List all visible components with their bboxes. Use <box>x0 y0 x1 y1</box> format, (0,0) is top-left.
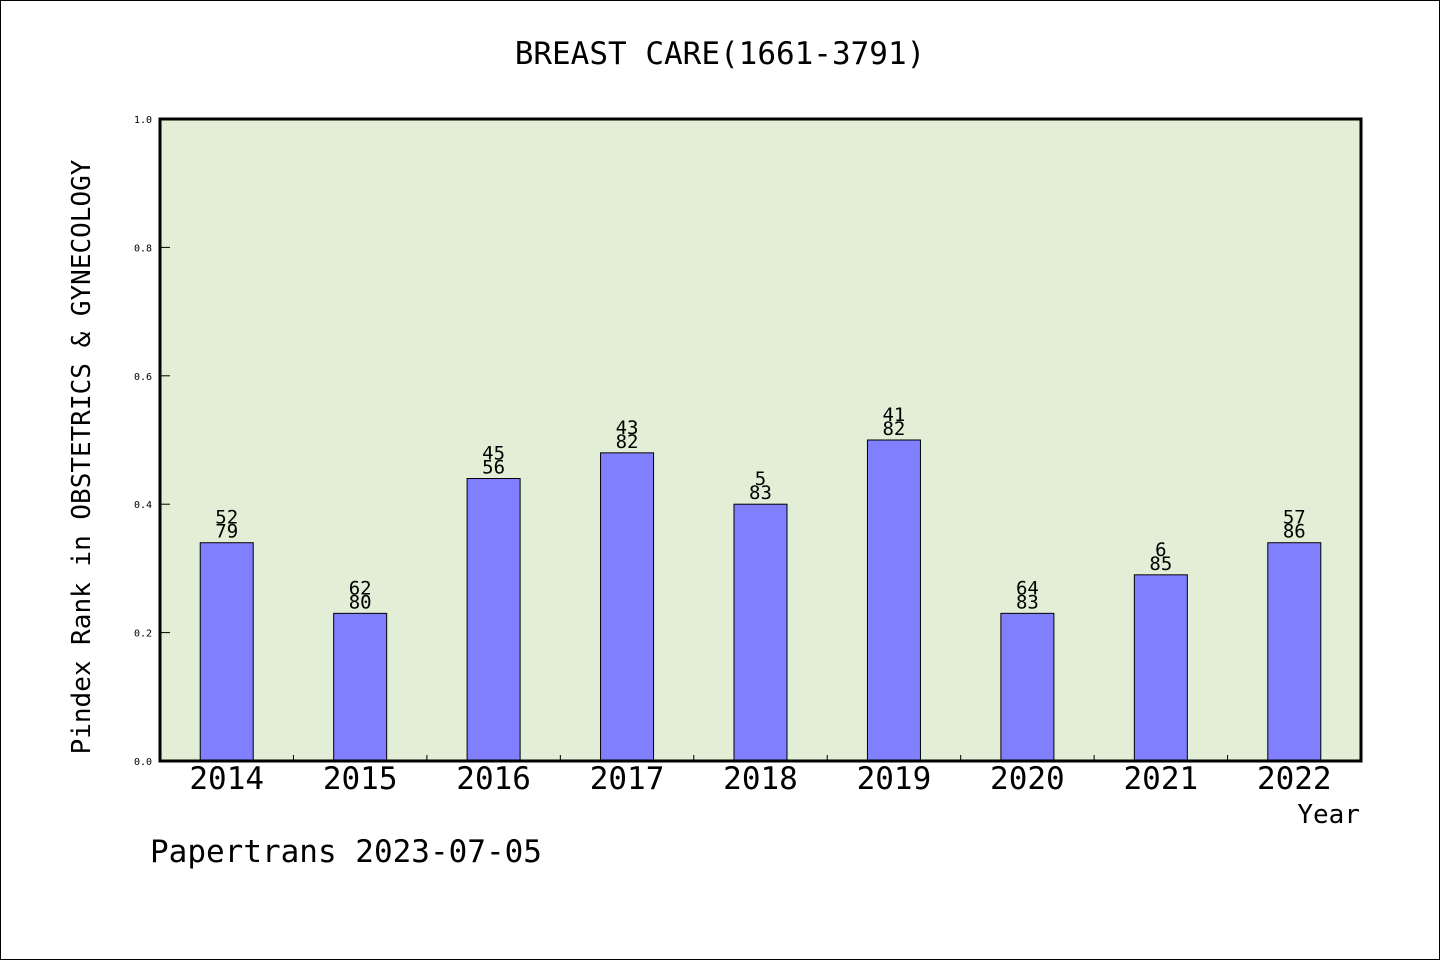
bar-2015 <box>333 612 388 762</box>
bar-2019 <box>866 439 921 762</box>
y-tick-label: 1.0 <box>134 115 152 126</box>
y-axis-label: Pindex Rank in OBSTETRICS & GYNECOLOGY <box>67 159 97 755</box>
bar-2017 <box>600 452 655 762</box>
x-tick-label: 2021 <box>1124 761 1199 797</box>
bar-label-top: 6 <box>1155 539 1166 561</box>
bar-label-top: 41 <box>882 404 905 426</box>
bar-2018 <box>733 503 788 762</box>
x-tick-label: 2019 <box>857 761 932 797</box>
chart-title: BREAST CARE(1661-3791) <box>514 36 926 72</box>
x-axis-label: Year <box>1297 800 1360 830</box>
bar-label-bottom: 83 <box>749 482 772 504</box>
bar-label-bottom: 86 <box>1283 521 1306 543</box>
x-tick-label: 2022 <box>1257 761 1332 797</box>
bar-label-top: 62 <box>349 577 372 599</box>
y-tick-label: 0.4 <box>134 500 152 511</box>
bar-label-bottom: 82 <box>882 418 905 440</box>
bar-2021 <box>1133 574 1188 762</box>
bar-2022 <box>1267 542 1322 762</box>
bar-label-bottom: 82 <box>616 431 639 453</box>
bar-2020 <box>1000 612 1055 762</box>
bar-label-bottom: 79 <box>215 521 238 543</box>
x-tick-label: 2020 <box>990 761 1065 797</box>
bar-label-top: 43 <box>616 417 639 439</box>
x-tick-label: 2015 <box>323 761 398 797</box>
y-tick-label: 0.2 <box>134 629 152 640</box>
bar-2016 <box>466 478 521 762</box>
bar-label-bottom: 83 <box>1016 591 1039 613</box>
plot-border <box>158 117 1363 763</box>
x-tick-label: 2014 <box>189 761 264 797</box>
y-tick-label: 0.0 <box>134 757 152 768</box>
x-tick-label: 2016 <box>456 761 531 797</box>
bar-label-top: 57 <box>1283 507 1306 529</box>
bar-label-top: 52 <box>215 507 238 529</box>
bar-label-top: 5 <box>755 468 766 490</box>
y-tick-label: 0.8 <box>134 243 152 254</box>
bar-label-bottom: 85 <box>1149 553 1172 575</box>
y-tick-label: 0.6 <box>134 372 152 383</box>
x-tick-label: 2017 <box>590 761 665 797</box>
bar-label-bottom: 80 <box>349 591 372 613</box>
bar-label-top: 45 <box>482 443 505 465</box>
footer-credit: Papertrans 2023-07-05 <box>150 834 542 870</box>
bar-label-bottom: 56 <box>482 457 505 479</box>
bar-2014 <box>199 542 254 762</box>
x-tick-label: 2018 <box>723 761 798 797</box>
bar-label-top: 64 <box>1016 577 1039 599</box>
